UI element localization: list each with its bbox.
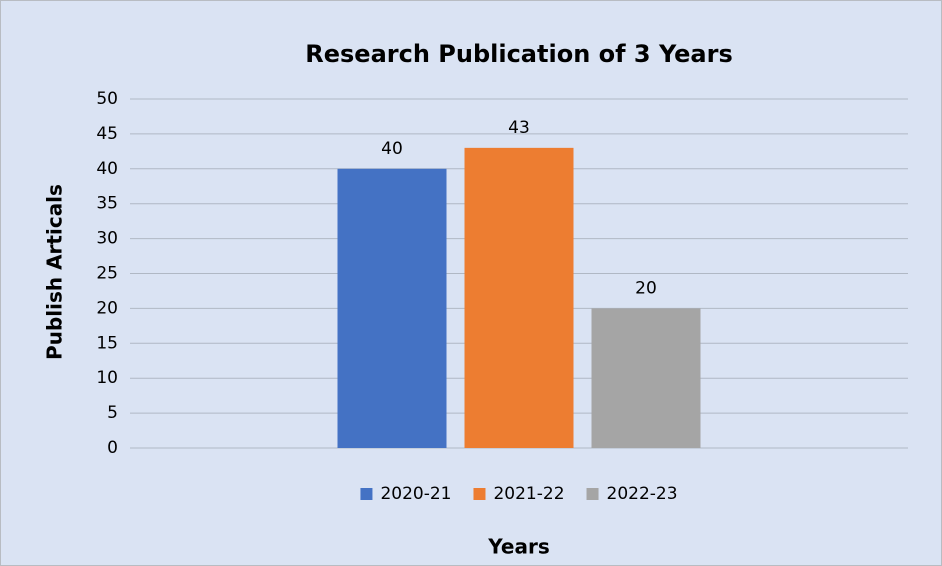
- y-tick-label: 45: [96, 124, 118, 144]
- legend-label: 2020-21: [380, 484, 451, 504]
- y-tick-label: 35: [96, 194, 118, 214]
- y-tick-label: 15: [96, 333, 118, 353]
- y-tick-label: 5: [107, 403, 118, 423]
- legend-swatch: [360, 488, 373, 500]
- bar: [591, 308, 701, 448]
- bar: [337, 168, 447, 449]
- chart-title: Research Publication of 3 Years: [305, 40, 733, 68]
- legend-label: 2022-23: [607, 484, 678, 504]
- y-tick-label: 25: [96, 264, 118, 284]
- y-tick-label: 0: [107, 438, 118, 458]
- y-axis-title: Publish Articals: [43, 184, 67, 360]
- legend-swatch: [586, 488, 599, 500]
- data-label: 43: [508, 118, 530, 138]
- bar: [464, 147, 574, 449]
- y-tick-label: 20: [96, 298, 118, 318]
- x-axis-title: Years: [487, 535, 549, 559]
- y-tick-label: 40: [96, 159, 118, 179]
- y-tick-label: 50: [96, 89, 118, 109]
- legend-swatch: [473, 488, 486, 500]
- legend-label: 2021-22: [493, 484, 564, 504]
- y-tick-label: 10: [96, 368, 118, 388]
- data-label: 20: [635, 278, 657, 298]
- data-label: 40: [381, 139, 403, 159]
- y-tick-label: 30: [96, 229, 118, 249]
